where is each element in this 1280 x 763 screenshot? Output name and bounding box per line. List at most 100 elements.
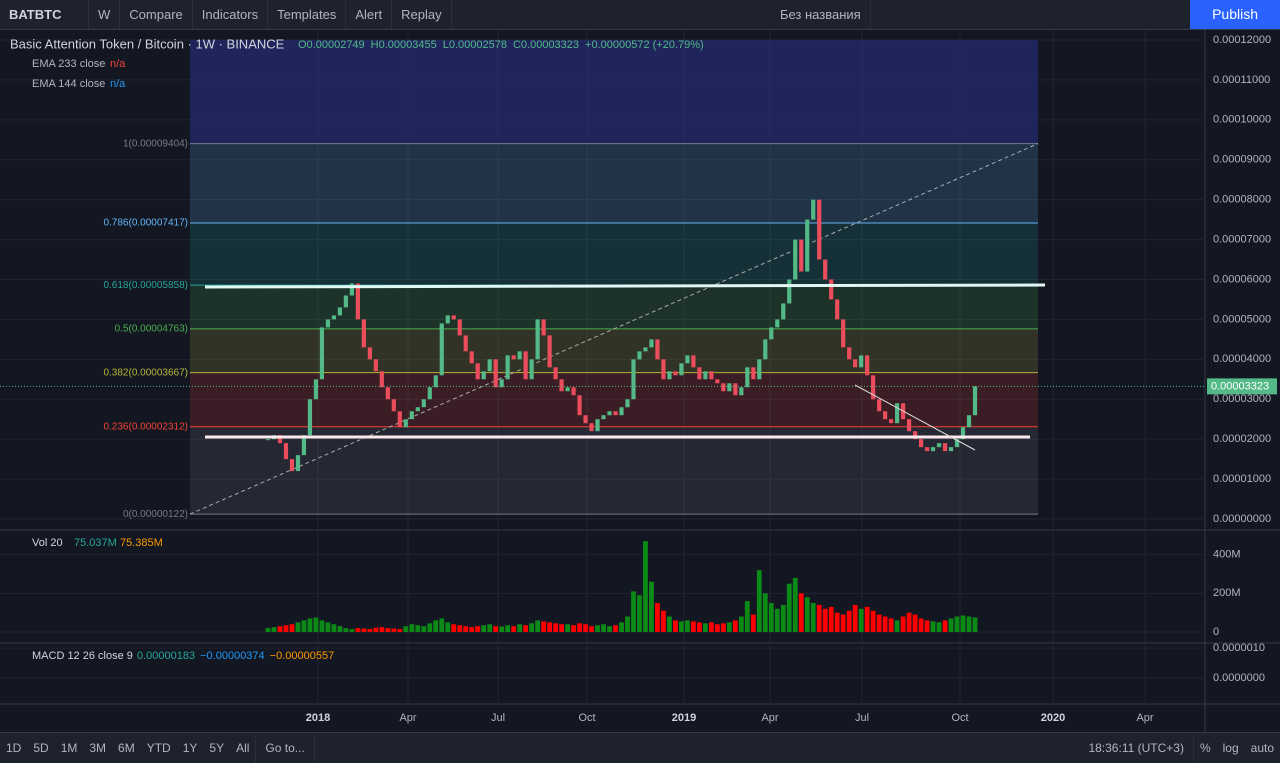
scale-option[interactable]: auto	[1250, 740, 1274, 755]
range-button[interactable]: All	[236, 740, 250, 755]
volume-bar	[379, 627, 385, 632]
range-button[interactable]: YTD	[146, 740, 171, 755]
tool[interactable]: Compare	[120, 0, 193, 29]
publish-button[interactable]: Publish	[1190, 0, 1280, 29]
candle	[337, 307, 342, 316]
candle	[781, 303, 786, 320]
candle	[877, 399, 882, 412]
range-button[interactable]: 5Y	[209, 740, 225, 755]
candle	[637, 351, 642, 360]
candle	[277, 435, 283, 444]
candle	[619, 407, 624, 416]
volume-bar	[565, 624, 570, 632]
candle	[823, 259, 828, 280]
study-name: MACD 12 26 close 9	[32, 650, 133, 662]
candle	[601, 415, 606, 420]
volume-bar	[391, 628, 397, 632]
candle	[349, 283, 354, 296]
candle	[451, 315, 456, 320]
goto-button[interactable]: Go to...	[255, 733, 315, 763]
volume-bar	[421, 626, 427, 632]
candle	[930, 447, 936, 452]
volume-bar	[523, 625, 529, 632]
candle	[343, 295, 348, 308]
volume-bar	[409, 624, 415, 632]
study-name: Vol 20	[32, 537, 63, 549]
candle	[847, 347, 852, 360]
volume-bar	[912, 614, 918, 632]
study-name: EMA 233 close	[32, 58, 105, 70]
range-button[interactable]: 1Y	[182, 740, 198, 755]
volume-bar	[271, 627, 277, 632]
volume-bar	[385, 628, 391, 632]
fib-band	[190, 40, 1038, 144]
volume-bar	[792, 577, 798, 632]
ohlc-value: +0.00000572 (+20.79%)	[585, 39, 704, 51]
candle	[385, 387, 390, 400]
candle	[427, 387, 432, 400]
candle	[697, 367, 702, 380]
volume-bar	[696, 622, 702, 632]
y-tick-label: 400M	[1213, 549, 1241, 561]
candle	[924, 447, 930, 452]
candle	[433, 375, 438, 388]
volume-bar	[529, 623, 535, 632]
y-tick-label: 0.00000000	[1213, 513, 1271, 525]
interval[interactable]: W	[89, 0, 121, 29]
candle	[541, 319, 546, 336]
volume-bar	[732, 620, 738, 632]
tool[interactable]: Alert	[346, 0, 393, 29]
volume-bar	[289, 624, 295, 632]
volume-bar	[714, 624, 720, 632]
symbol[interactable]: BATBTC	[0, 0, 89, 29]
candle	[583, 415, 588, 424]
candle	[757, 359, 762, 380]
x-tick-label: 2018	[306, 712, 330, 724]
layout-name[interactable]: Без названия	[771, 0, 871, 29]
candle	[313, 379, 319, 400]
candle	[517, 351, 522, 360]
volume-bar	[439, 618, 445, 632]
candle	[397, 411, 402, 428]
fib-band	[190, 328, 1038, 373]
scale-option[interactable]: %	[1199, 740, 1211, 755]
tool[interactable]: Indicators	[193, 0, 269, 29]
candle	[865, 355, 870, 376]
fib-band	[190, 285, 1038, 329]
tool[interactable]: Templates	[268, 0, 347, 29]
study-value: 75.385M	[120, 537, 163, 549]
range-button[interactable]: 3M	[89, 740, 107, 755]
study-value: 0.00000183	[137, 650, 195, 662]
study-value: n/a	[110, 58, 126, 70]
volume-bar	[649, 581, 654, 632]
volume-bar	[661, 610, 666, 632]
study-value: −0.00000374	[200, 650, 265, 662]
y-tick-label: 0.00006000	[1213, 273, 1271, 285]
range-button[interactable]: 1M	[60, 740, 78, 755]
range-button[interactable]: 1D	[6, 740, 22, 755]
y-tick-label: 0.00007000	[1213, 233, 1271, 245]
candle	[895, 403, 900, 424]
x-tick-label: Oct	[951, 712, 968, 724]
candle	[649, 339, 654, 348]
volume-bar	[948, 618, 954, 632]
fib-label: 1(0.00009404)	[123, 138, 188, 149]
volume-bar	[822, 608, 828, 632]
volume-bar	[828, 606, 834, 632]
volume-bar	[726, 622, 732, 632]
volume-bar	[798, 593, 804, 632]
candle	[373, 359, 378, 372]
tool[interactable]: Replay	[392, 0, 452, 29]
y-tick-label: 0.00008000	[1213, 194, 1271, 206]
study-value: n/a	[110, 78, 126, 90]
volume-bar	[451, 624, 457, 632]
range-button[interactable]: 6M	[118, 740, 135, 755]
range-button[interactable]: 5D	[33, 740, 49, 755]
volume-bar	[762, 593, 768, 632]
candle	[307, 399, 313, 436]
volume-bar	[481, 625, 487, 632]
volume-bar	[547, 622, 552, 632]
candle	[655, 339, 660, 360]
scale-option[interactable]: log	[1222, 740, 1239, 755]
last-price-label: 0.00003323	[1211, 380, 1269, 392]
